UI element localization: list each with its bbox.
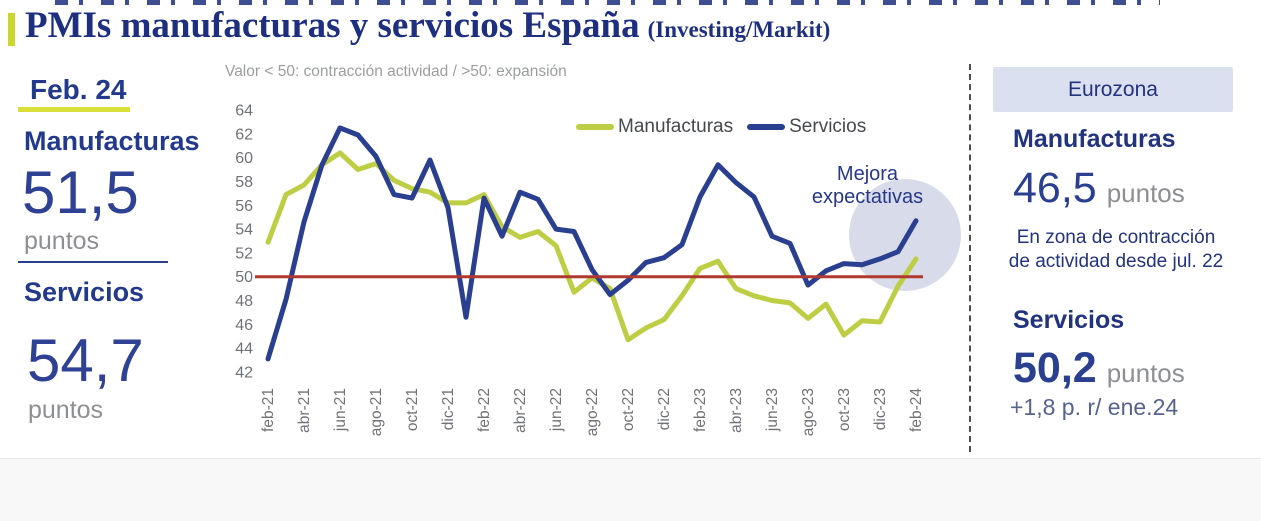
y-axis-tick-label: 48 <box>235 293 253 310</box>
dashed-separator <box>969 64 971 452</box>
x-axis-tick-label: dic-21 <box>440 388 457 430</box>
spain-manufacturas-value: 51,5 <box>22 159 139 226</box>
period-label: Feb. 24 <box>30 74 127 105</box>
x-axis-tick-label: feb-24 <box>908 388 925 432</box>
y-axis-tick-label: 46 <box>235 317 253 334</box>
title-accent-bar <box>8 13 15 46</box>
chart-legend: Manufacturas Servicios <box>576 116 876 138</box>
x-axis-tick-label: abr-23 <box>728 388 745 433</box>
spain-servicios-unit: puntos <box>28 396 104 424</box>
x-axis-tick-label: dic-23 <box>872 388 889 430</box>
x-axis-tick-label: abr-21 <box>296 388 313 433</box>
eurozona-servicios-label: Servicios <box>1013 306 1125 334</box>
x-axis-tick-label: feb-22 <box>476 388 493 432</box>
y-axis-tick-label: 58 <box>235 174 253 191</box>
chart-annotation-line2: expectativas <box>811 186 924 208</box>
legend-swatch-servicios <box>747 124 786 130</box>
legend-item-manufacturas: Manufacturas <box>576 116 733 138</box>
eurozona-contraction-note-line2: de actividad desde jul. 22 <box>1008 251 1224 272</box>
y-axis-tick-label: 52 <box>235 245 253 262</box>
clipped-text-top-edge <box>55 0 1160 5</box>
eurozona-manufacturas-label: Manufacturas <box>1013 125 1176 153</box>
chart-threshold-note: Valor < 50: contracción actividad / >50:… <box>225 63 567 80</box>
x-axis-tick-label: dic-22 <box>656 388 673 430</box>
legend-item-servicios: Servicios <box>747 116 866 138</box>
x-axis-tick-label: feb-23 <box>692 388 709 432</box>
spain-manufacturas-label: Manufacturas <box>24 126 200 156</box>
spain-manufacturas-unit: puntos <box>24 227 100 255</box>
page-title-main: PMIs manufacturas y servicios España <box>25 5 640 46</box>
y-axis-tick-label: 60 <box>235 150 253 167</box>
x-axis-tick-label: oct-22 <box>620 388 637 431</box>
y-axis-tick-label: 62 <box>235 126 253 143</box>
x-axis-tick-label: oct-21 <box>404 388 421 431</box>
legend-label-manufacturas: Manufacturas <box>618 116 734 137</box>
page-title: PMIs manufacturas y servicios España (Inv… <box>25 4 830 47</box>
legend-swatch-manufacturas <box>576 124 614 130</box>
eurozona-servicios-value-row: 50,2 puntos <box>1013 344 1185 393</box>
x-axis-tick-label: ago-23 <box>800 388 817 436</box>
eurozona-manufacturas-value: 46,5 <box>1013 164 1097 212</box>
series-line-servicios <box>265 125 919 362</box>
spain-servicios-value: 54,7 <box>27 327 144 394</box>
chart-annotation: Mejora expectativas <box>790 163 945 209</box>
eurozona-contraction-note-line1: En zona de contracción <box>1016 227 1216 248</box>
eurozona-header-box: Eurozona <box>993 67 1233 112</box>
x-axis-tick-label: abr-22 <box>512 388 529 433</box>
left-panel-divider <box>18 261 168 263</box>
eurozona-header-label: Eurozona <box>1068 77 1158 101</box>
eurozona-servicios-unit: puntos <box>1106 358 1185 388</box>
y-axis-tick-label: 50 <box>235 269 253 286</box>
eurozona-manufacturas-unit: puntos <box>1106 178 1185 208</box>
eurozona-contraction-note: En zona de contracción de actividad desd… <box>990 226 1242 274</box>
bottom-strip <box>0 458 1261 521</box>
x-axis-tick-label: ago-22 <box>584 388 601 436</box>
x-axis-tick-label: jun-23 <box>764 388 781 432</box>
y-axis-tick-label: 56 <box>235 198 253 215</box>
y-axis-tick-label: 54 <box>235 222 253 239</box>
y-axis-tick-label: 64 <box>235 103 253 120</box>
spain-servicios-label: Servicios <box>24 277 145 307</box>
eurozona-manufacturas-value-row: 46,5 puntos <box>1013 164 1185 213</box>
period-underline <box>18 107 130 112</box>
x-axis-tick-label: jun-21 <box>332 388 349 432</box>
x-axis-tick-label: jun-22 <box>548 388 565 432</box>
eurozona-servicios-value: 50,2 <box>1013 344 1097 392</box>
page-title-source: (Investing/Markit) <box>647 17 831 42</box>
x-axis-tick-label: oct-23 <box>836 388 853 431</box>
x-axis-tick-label: feb-21 <box>260 388 277 432</box>
pmi-line-chart: 64 62 60 58 56 54 52 50 48 46 44 42 feb-21 abr-21 jun-… <box>235 103 961 436</box>
x-axis-tick-label: ago-21 <box>368 388 385 436</box>
eurozona-servicios-change: +1,8 p. r/ ene.24 <box>1010 394 1179 420</box>
y-axis-tick-label: 42 <box>235 365 253 382</box>
chart-annotation-line1: Mejora <box>836 163 899 185</box>
y-axis-tick-label: 44 <box>235 341 253 358</box>
legend-label-servicios: Servicios <box>789 116 867 137</box>
